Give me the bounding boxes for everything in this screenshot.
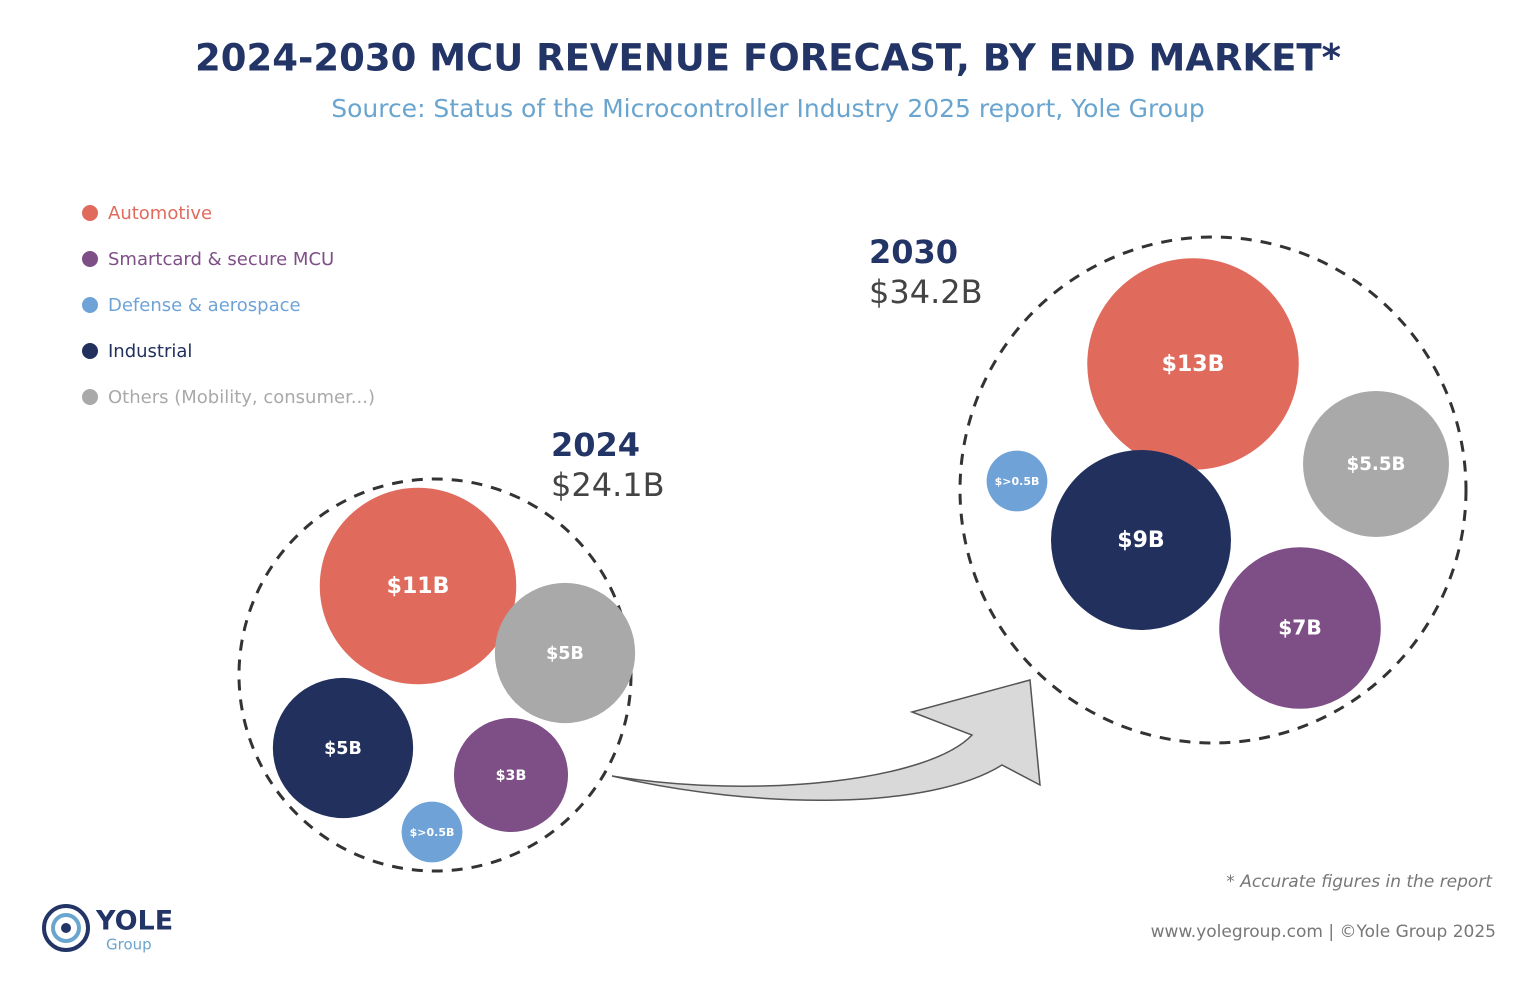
group-outline: [958, 235, 1468, 745]
bubble-label: $5.5B: [1347, 454, 1406, 475]
legend-label: Others (Mobility, consumer...): [108, 387, 375, 408]
bubble-label: $11B: [387, 574, 450, 599]
legend-marker: [82, 251, 98, 267]
chart-subtitle: Source: Status of the Microcontroller In…: [331, 94, 1205, 123]
group-year: 2024: [551, 426, 640, 464]
bubble-label: $3B: [496, 768, 527, 784]
bubble-label: $13B: [1162, 352, 1225, 377]
logo-name: YOLE: [95, 906, 173, 937]
bubble: [401, 801, 463, 863]
legend-marker: [82, 205, 98, 221]
bubble-label: $5B: [324, 739, 362, 759]
logo-ring: [51, 913, 81, 943]
logo-ring: [61, 923, 71, 933]
group-total: $24.1B: [551, 466, 665, 504]
legend-label: Defense & aerospace: [108, 295, 301, 316]
legend-marker: [82, 389, 98, 405]
legend-label: Automotive: [108, 203, 212, 224]
bubble-label: $>0.5B: [410, 826, 455, 839]
bubble-label: $7B: [1278, 616, 1321, 640]
legend-label: Smartcard & secure MCU: [108, 249, 334, 270]
bubble: [272, 677, 414, 819]
bubble-label: $5B: [546, 644, 584, 664]
footnote: * Accurate figures in the report: [1226, 872, 1493, 892]
legend-label: Industrial: [108, 341, 192, 362]
bubble: [453, 717, 569, 833]
bubble: [1051, 450, 1231, 630]
arrow: [611, 679, 1041, 802]
legend-marker: [82, 343, 98, 359]
bubble: [1219, 547, 1381, 709]
bubble-label: $9B: [1117, 528, 1164, 553]
logo: YOLE Group: [42, 904, 173, 954]
bubble: [986, 450, 1048, 512]
logo-sub: Group: [106, 936, 152, 954]
group-total: $34.2B: [869, 273, 983, 311]
bubble: [1303, 391, 1449, 537]
chart-title: 2024-2030 MCU REVENUE FORECAST, BY END M…: [195, 37, 1341, 80]
logo-ring: [42, 904, 90, 952]
bubble: [494, 582, 636, 724]
bubble-label: $>0.5B: [995, 475, 1040, 488]
group-year: 2030: [869, 233, 958, 271]
footer: www.yolegroup.com | ©Yole Group 2025: [1151, 922, 1496, 942]
legend-marker: [82, 297, 98, 313]
bubble: [319, 487, 517, 685]
bubble: [1087, 258, 1299, 470]
